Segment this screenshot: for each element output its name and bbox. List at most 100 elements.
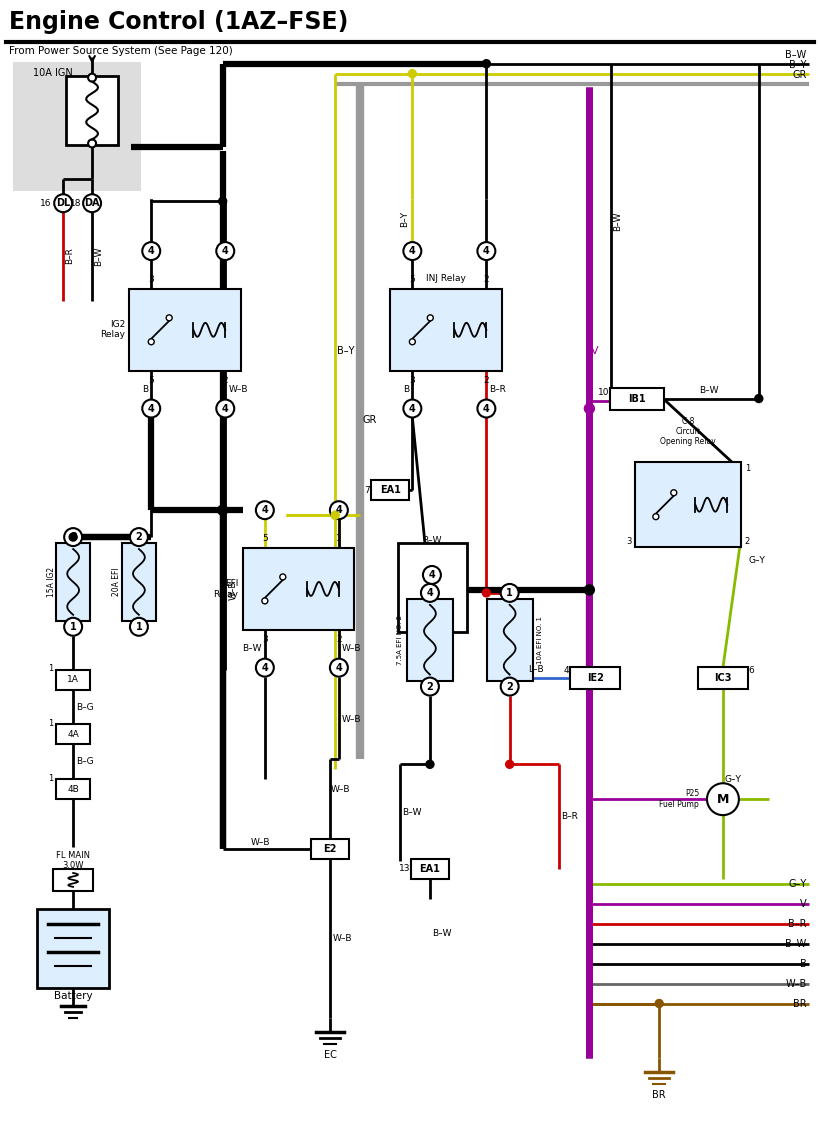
Text: 4: 4 [222,404,229,414]
Text: 2: 2 [426,682,432,692]
Text: 18: 18 [70,199,81,208]
Circle shape [584,404,594,414]
FancyBboxPatch shape [57,669,90,690]
FancyBboxPatch shape [311,839,349,860]
Text: Engine Control (1AZ–FSE): Engine Control (1AZ–FSE) [9,10,348,34]
Text: 20A EFI: 20A EFI [112,568,121,596]
Text: B–W: B–W [94,246,103,266]
Text: 4: 4 [261,663,268,673]
Circle shape [83,195,101,213]
Text: 1: 1 [505,588,513,597]
Text: V: V [799,899,806,909]
Text: 3: 3 [148,274,154,284]
Text: B–W: B–W [422,536,441,544]
FancyBboxPatch shape [371,480,409,501]
Circle shape [64,528,82,546]
Text: FL MAIN
3.0W: FL MAIN 3.0W [56,850,90,871]
Text: B: B [403,385,409,394]
Text: BR: BR [652,1090,665,1100]
Text: B–W: B–W [785,50,806,60]
Text: W–B: W–B [251,838,270,847]
Text: M: M [716,793,728,806]
Text: B–W: B–W [242,645,261,654]
FancyBboxPatch shape [53,868,93,891]
FancyBboxPatch shape [122,543,156,621]
Circle shape [331,511,339,519]
Text: 16: 16 [39,199,51,208]
Circle shape [54,195,72,213]
Text: 4: 4 [409,246,415,256]
Text: B–R: B–R [787,919,806,929]
FancyBboxPatch shape [697,667,747,688]
Text: W–B: W–B [332,934,351,943]
Text: 2: 2 [222,376,228,385]
Circle shape [670,489,676,496]
Text: 2: 2 [70,532,76,542]
Circle shape [129,528,147,546]
Text: 13: 13 [398,864,410,873]
Text: GR: GR [362,415,376,425]
Text: 4: 4 [419,588,424,597]
FancyBboxPatch shape [486,598,532,681]
Circle shape [482,60,490,68]
Text: G–Y: G–Y [787,879,806,889]
Text: B–G: B–G [76,757,93,766]
Text: B–R: B–R [561,811,577,820]
Circle shape [256,658,274,676]
Text: B–R: B–R [65,248,74,264]
FancyBboxPatch shape [57,543,90,621]
Text: E2: E2 [324,844,337,854]
Circle shape [427,315,432,321]
Circle shape [500,584,518,602]
Text: 4: 4 [335,663,342,673]
Text: B–W: B–W [432,929,451,938]
Text: 2: 2 [483,376,489,385]
Circle shape [505,760,513,768]
Circle shape [500,677,518,695]
Circle shape [143,399,160,417]
Text: Battery: Battery [54,990,93,1000]
Text: 4: 4 [482,246,489,256]
Circle shape [425,760,433,768]
Text: 1A: 1A [67,675,79,684]
Text: 1: 1 [63,622,68,631]
Circle shape [219,197,226,205]
Text: 2: 2 [744,537,749,546]
Text: V: V [590,345,598,356]
Circle shape [256,502,274,519]
Circle shape [584,585,594,595]
FancyBboxPatch shape [397,543,466,632]
Circle shape [403,242,421,260]
Text: 2: 2 [63,532,68,541]
Text: 2: 2 [336,634,342,643]
Text: 10A EFI NO. 1: 10A EFI NO. 1 [536,615,542,664]
Text: 1: 1 [48,719,53,728]
Circle shape [482,588,490,597]
Text: 2: 2 [135,532,143,542]
Text: 15A IG2: 15A IG2 [47,567,56,597]
Text: 4: 4 [428,570,435,580]
Text: B–R: B–R [489,385,505,394]
Text: W–B: W–B [785,979,806,989]
Text: EFI
Relay: EFI Relay [213,579,238,598]
Text: 7: 7 [364,486,369,495]
FancyBboxPatch shape [406,598,452,681]
Circle shape [403,399,421,417]
Text: IB1: IB1 [627,394,645,404]
Circle shape [216,399,234,417]
Circle shape [420,584,438,602]
Text: B–W: B–W [699,386,718,395]
Text: DL: DL [56,198,70,208]
Text: 6: 6 [748,666,753,675]
Text: From Power Source System (See Page 120): From Power Source System (See Page 120) [9,46,233,56]
Text: 2: 2 [70,528,76,537]
Circle shape [143,242,160,260]
Text: 4: 4 [409,404,415,414]
Circle shape [88,73,96,82]
Text: B: B [142,385,148,394]
Circle shape [409,339,415,344]
Text: GR: GR [791,70,806,80]
Text: 4: 4 [261,505,268,515]
Circle shape [408,70,416,78]
FancyBboxPatch shape [129,289,240,370]
